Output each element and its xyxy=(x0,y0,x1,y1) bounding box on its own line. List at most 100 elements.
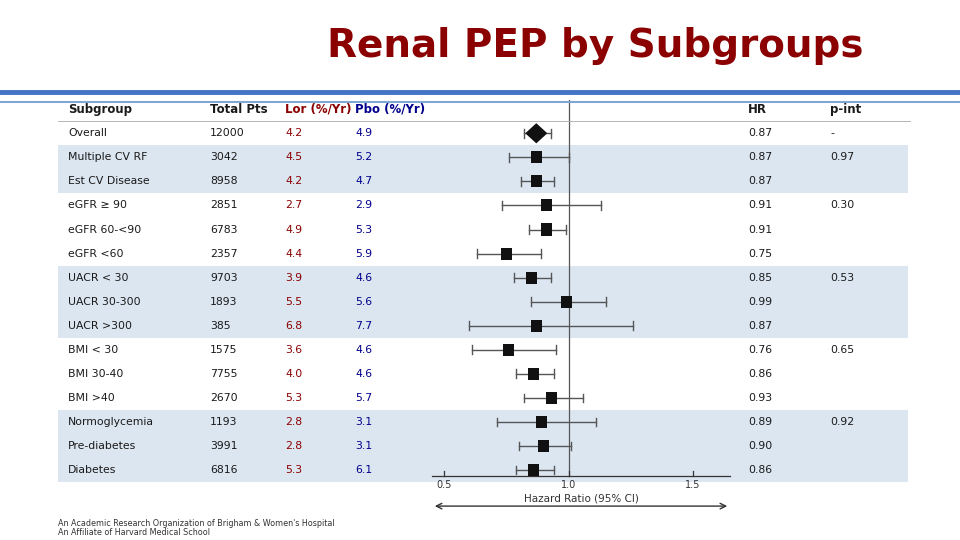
Text: Renal PEP by Subgroups: Renal PEP by Subgroups xyxy=(327,27,863,65)
Text: 0.86: 0.86 xyxy=(748,465,772,475)
Text: 0.87: 0.87 xyxy=(748,129,772,138)
Text: 0.65: 0.65 xyxy=(830,345,854,355)
Text: 2.8: 2.8 xyxy=(285,441,302,451)
Polygon shape xyxy=(526,124,546,143)
Text: 0.85: 0.85 xyxy=(748,273,772,282)
Bar xyxy=(58,289,908,314)
Bar xyxy=(539,440,549,452)
Text: 5.3: 5.3 xyxy=(355,225,372,234)
Text: 385: 385 xyxy=(210,321,230,330)
Text: 0.99: 0.99 xyxy=(748,296,772,307)
Text: 7.7: 7.7 xyxy=(355,321,372,330)
Text: 5.5: 5.5 xyxy=(285,296,302,307)
Text: Subgroup: Subgroup xyxy=(68,103,132,116)
Text: 3.1: 3.1 xyxy=(355,417,372,427)
Bar xyxy=(526,272,537,284)
Text: eGFR ≥ 90: eGFR ≥ 90 xyxy=(68,200,127,211)
Text: 2357: 2357 xyxy=(210,248,237,259)
Text: Multiple CV RF: Multiple CV RF xyxy=(68,152,148,163)
Text: 0.89: 0.89 xyxy=(748,417,772,427)
Text: 4.6: 4.6 xyxy=(355,273,372,282)
Text: BMI >40: BMI >40 xyxy=(68,393,115,403)
Bar xyxy=(58,170,908,193)
Text: 4.9: 4.9 xyxy=(355,129,372,138)
Text: 0.5: 0.5 xyxy=(437,480,452,490)
Bar xyxy=(531,176,541,187)
Bar xyxy=(58,266,908,289)
Text: Diabetes: Diabetes xyxy=(68,465,116,475)
Text: 4.2: 4.2 xyxy=(285,129,302,138)
Text: 2.9: 2.9 xyxy=(355,200,372,211)
Text: 1193: 1193 xyxy=(210,417,237,427)
Text: 4.9: 4.9 xyxy=(285,225,302,234)
Bar xyxy=(545,392,557,404)
Bar xyxy=(531,320,541,332)
Text: 0.91: 0.91 xyxy=(748,225,772,234)
Text: p-int: p-int xyxy=(830,103,861,116)
Text: 2.7: 2.7 xyxy=(285,200,302,211)
Text: 0.75: 0.75 xyxy=(748,248,772,259)
Text: 0.87: 0.87 xyxy=(748,152,772,163)
Text: 1893: 1893 xyxy=(210,296,237,307)
Text: 5.3: 5.3 xyxy=(285,393,302,403)
Text: Est CV Disease: Est CV Disease xyxy=(68,177,150,186)
Bar xyxy=(58,314,908,338)
Text: 12000: 12000 xyxy=(210,129,245,138)
Text: Pre-diabetes: Pre-diabetes xyxy=(68,441,136,451)
Text: 0.90: 0.90 xyxy=(748,441,772,451)
Text: UACR 30-300: UACR 30-300 xyxy=(68,296,140,307)
Text: 0.30: 0.30 xyxy=(830,200,854,211)
Text: BMI 30-40: BMI 30-40 xyxy=(68,369,124,379)
Text: 4.2: 4.2 xyxy=(285,177,302,186)
Bar xyxy=(58,145,908,170)
Bar xyxy=(531,151,541,164)
Text: 5.2: 5.2 xyxy=(355,152,372,163)
Text: 1.0: 1.0 xyxy=(561,480,576,490)
Text: UACR >300: UACR >300 xyxy=(68,321,132,330)
Text: 0.91: 0.91 xyxy=(748,200,772,211)
Text: 0.97: 0.97 xyxy=(830,152,854,163)
Bar xyxy=(528,368,540,380)
Text: 8958: 8958 xyxy=(210,177,237,186)
Text: 9703: 9703 xyxy=(210,273,238,282)
Text: 4.6: 4.6 xyxy=(355,345,372,355)
Text: Pbo (%/Yr): Pbo (%/Yr) xyxy=(355,103,425,116)
Text: Lor (%/Yr): Lor (%/Yr) xyxy=(285,103,351,116)
Text: eGFR <60: eGFR <60 xyxy=(68,248,124,259)
Bar xyxy=(561,295,571,308)
Text: Total Pts: Total Pts xyxy=(210,103,268,116)
Text: 6.1: 6.1 xyxy=(355,465,372,475)
Text: 4.5: 4.5 xyxy=(285,152,302,163)
Text: 4.7: 4.7 xyxy=(355,177,372,186)
Text: 0.76: 0.76 xyxy=(748,345,772,355)
Text: 0.87: 0.87 xyxy=(748,321,772,330)
Text: 1.5: 1.5 xyxy=(685,480,701,490)
Text: An Academic Research Organization of Brigham & Women's Hospital: An Academic Research Organization of Bri… xyxy=(58,519,335,528)
Text: Normoglycemia: Normoglycemia xyxy=(68,417,154,427)
Text: Hazard Ratio (95% CI): Hazard Ratio (95% CI) xyxy=(523,493,638,503)
Text: 5.3: 5.3 xyxy=(285,465,302,475)
Text: 0.93: 0.93 xyxy=(748,393,772,403)
Text: An Affiliate of Harvard Medical School: An Affiliate of Harvard Medical School xyxy=(58,528,210,537)
Text: 7755: 7755 xyxy=(210,369,237,379)
Text: 0.53: 0.53 xyxy=(830,273,854,282)
Text: UACR < 30: UACR < 30 xyxy=(68,273,129,282)
Text: Overall: Overall xyxy=(68,129,107,138)
Text: 4.0: 4.0 xyxy=(285,369,302,379)
Text: 6816: 6816 xyxy=(210,465,237,475)
Text: 0.86: 0.86 xyxy=(748,369,772,379)
Text: 5.6: 5.6 xyxy=(355,296,372,307)
Text: 5.7: 5.7 xyxy=(355,393,372,403)
Text: 3.9: 3.9 xyxy=(285,273,302,282)
Bar xyxy=(58,458,908,482)
Text: BMI < 30: BMI < 30 xyxy=(68,345,118,355)
Text: 2.8: 2.8 xyxy=(285,417,302,427)
Text: 0.87: 0.87 xyxy=(748,177,772,186)
Text: 2670: 2670 xyxy=(210,393,238,403)
Text: 3042: 3042 xyxy=(210,152,238,163)
Text: 4.4: 4.4 xyxy=(285,248,302,259)
Text: eGFR 60-<90: eGFR 60-<90 xyxy=(68,225,141,234)
Text: HR: HR xyxy=(748,103,767,116)
Text: 5.9: 5.9 xyxy=(355,248,372,259)
Text: 3991: 3991 xyxy=(210,441,237,451)
